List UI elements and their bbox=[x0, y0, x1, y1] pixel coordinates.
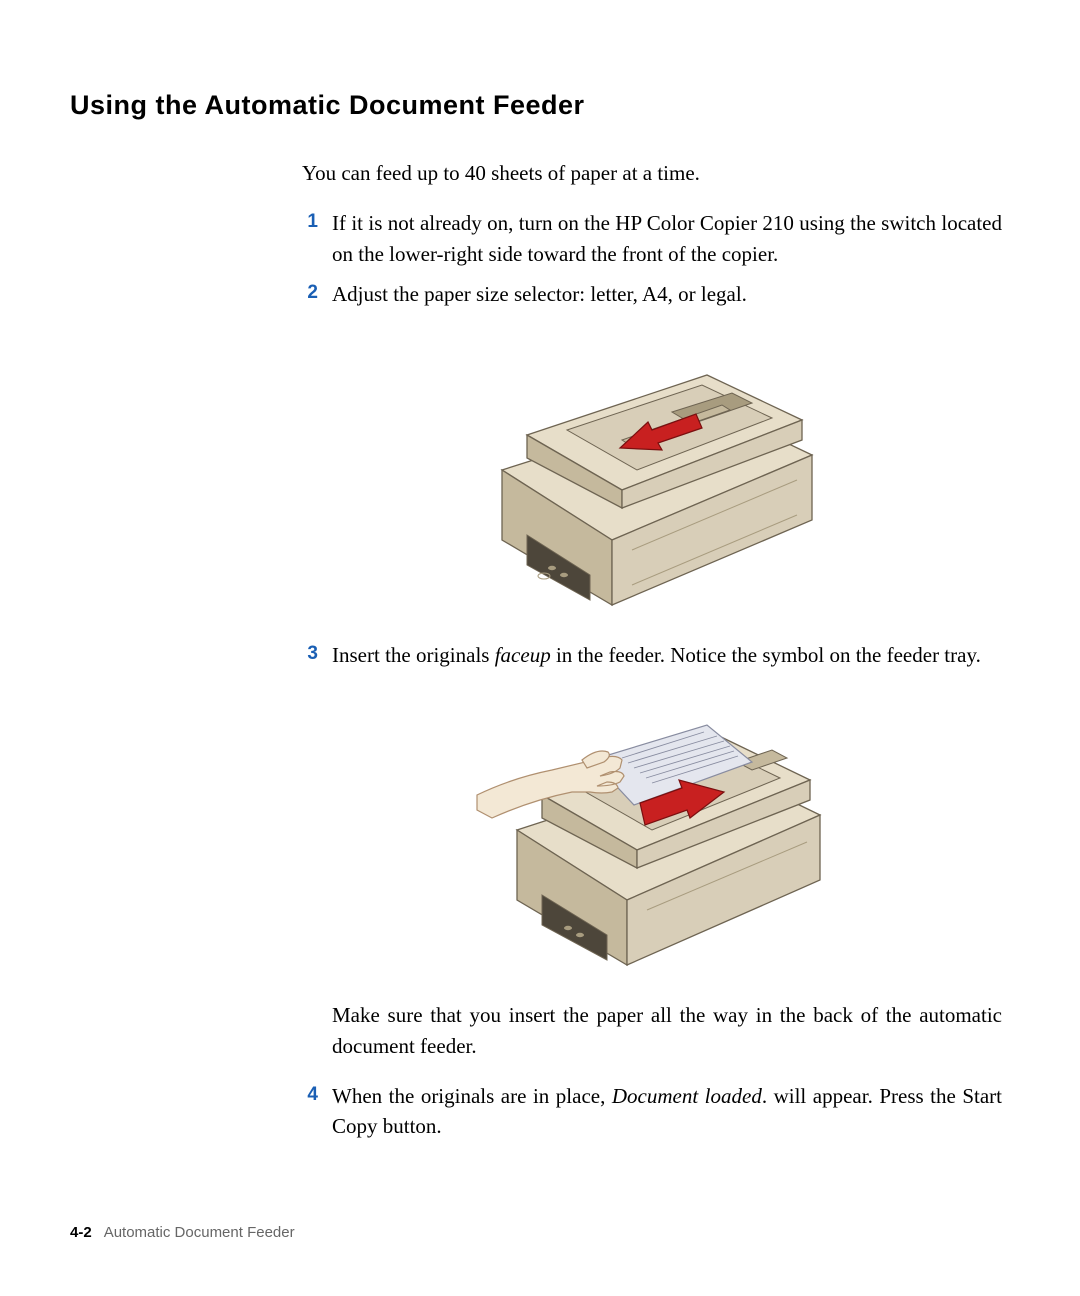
step-text-italic: Document loaded bbox=[612, 1084, 762, 1108]
step-number: 2 bbox=[302, 279, 332, 309]
page-footer: 4-2 Automatic Document Feeder bbox=[70, 1224, 295, 1241]
step-text-pre: Insert the originals bbox=[332, 643, 495, 667]
step-1: 1 If it is not already on, turn on the H… bbox=[302, 208, 1002, 269]
footer-section-title: Automatic Document Feeder bbox=[104, 1224, 295, 1241]
intro-text: You can feed up to 40 sheets of paper at… bbox=[302, 159, 1002, 188]
step-text-post: in the feeder. Notice the symbol on the … bbox=[551, 643, 981, 667]
step-text-pre: When the originals are in place, bbox=[332, 1084, 612, 1108]
step-text-italic: faceup bbox=[495, 643, 551, 667]
step-number: 3 bbox=[302, 640, 332, 670]
page-title: Using the Automatic Document Feeder bbox=[70, 90, 1010, 121]
step-text: Insert the originals faceup in the feede… bbox=[332, 640, 981, 670]
step-3: 3 Insert the originals faceup in the fee… bbox=[302, 640, 1002, 670]
figure-insert-faceup bbox=[302, 700, 1002, 970]
step-number: 4 bbox=[302, 1081, 332, 1142]
step-text: If it is not already on, turn on the HP … bbox=[332, 208, 1002, 269]
step-number: 1 bbox=[302, 208, 332, 269]
footer-page-number: 4-2 bbox=[70, 1224, 92, 1241]
step-2: 2 Adjust the paper size selector: letter… bbox=[302, 279, 1002, 309]
step-text: When the originals are in place, Documen… bbox=[332, 1081, 1002, 1142]
note-text: Make sure that you insert the paper all … bbox=[332, 1000, 1002, 1061]
figure-paper-size-selector bbox=[302, 340, 1002, 610]
step-4: 4 When the originals are in place, Docum… bbox=[302, 1081, 1002, 1142]
content-body: You can feed up to 40 sheets of paper at… bbox=[302, 159, 1002, 1142]
step-text: Adjust the paper size selector: letter, … bbox=[332, 279, 747, 309]
